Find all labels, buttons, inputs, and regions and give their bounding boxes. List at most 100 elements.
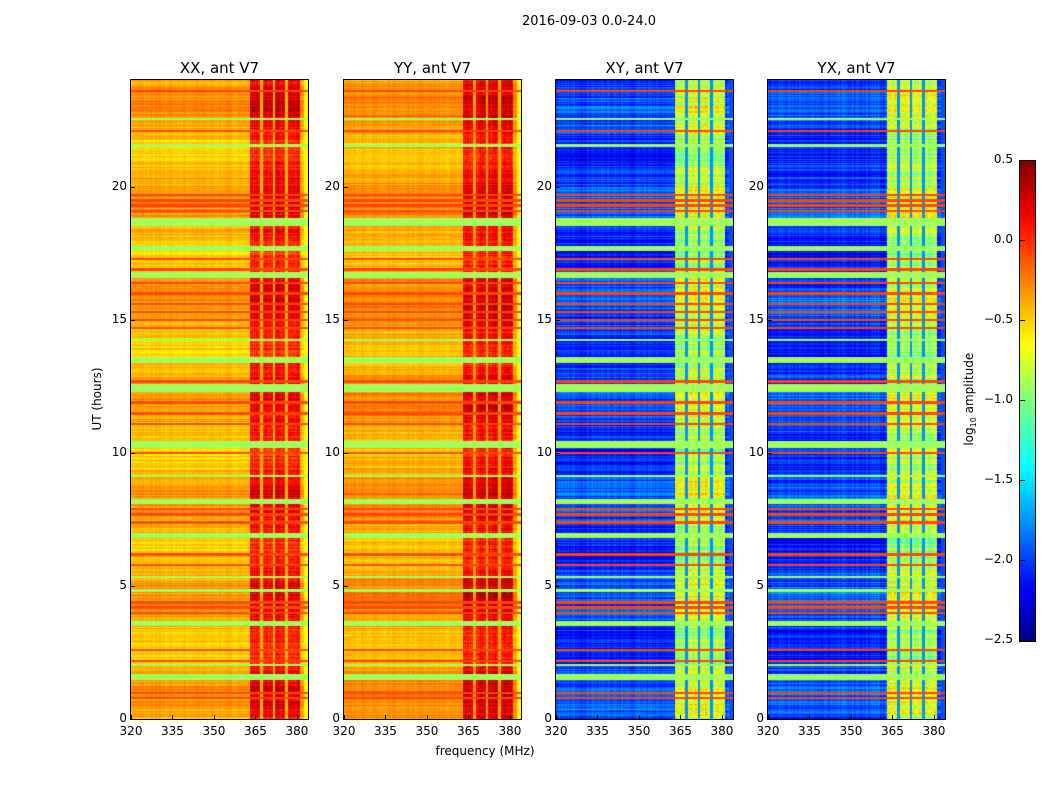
x-tick-mark (468, 715, 470, 719)
x-tick-label: 380 (710, 724, 734, 738)
y-tick-mark (131, 186, 135, 188)
figure-title: 2016-09-03 0.0-24.0 (522, 14, 656, 29)
heatmap-cells (556, 80, 733, 719)
y-tick-mark (131, 319, 135, 321)
colorbar-tick-label: −0.5 (983, 312, 1013, 326)
y-tick-label: 20 (324, 178, 340, 193)
x-tick-mark (597, 715, 599, 719)
y-tick-label: 0 (756, 711, 764, 725)
y-tick-label: 5 (332, 577, 340, 592)
x-tick-mark (556, 715, 557, 719)
y-tick-label: 10 (111, 444, 127, 459)
y-tick-mark (768, 319, 772, 321)
x-tick-label: 380 (285, 724, 309, 738)
colorbar-label-sub: 10 (969, 417, 979, 428)
y-tick-mark (344, 719, 348, 720)
y-tick-label: 10 (536, 444, 552, 459)
x-tick-label: 350 (202, 724, 226, 738)
x-tick-label: 365 (881, 724, 904, 738)
colorbar-tick-label: −2.5 (983, 632, 1013, 646)
y-tick-mark (344, 452, 348, 454)
x-tick-mark (172, 715, 174, 719)
heatmap-panel-yy (343, 79, 522, 720)
y-tick-label: 15 (748, 311, 764, 326)
x-tick-label: 320 (544, 724, 568, 738)
y-tick-label: 10 (748, 444, 764, 459)
x-tick-mark (426, 715, 428, 719)
y-tick-label: 0 (332, 711, 340, 725)
panel-title: YX, ant V7 (817, 59, 896, 77)
x-tick-label: 350 (839, 724, 863, 738)
x-tick-label: 320 (332, 724, 356, 738)
x-tick-label: 320 (756, 724, 780, 738)
x-tick-label: 350 (627, 724, 651, 738)
colorbar (1019, 160, 1036, 642)
panel-title: XY, ant V7 (605, 59, 684, 77)
heatmap-panel-xx (130, 79, 309, 720)
y-tick-label: 5 (544, 577, 552, 592)
y-tick-mark (131, 452, 135, 454)
y-tick-label: 5 (119, 577, 127, 592)
y-tick-label: 20 (748, 178, 764, 193)
y-tick-mark (556, 319, 560, 321)
colorbar-tick-mark (1020, 160, 1025, 161)
x-tick-label: 320 (119, 724, 143, 738)
panel-title: XX, ant V7 (179, 59, 260, 77)
x-tick-mark (385, 715, 387, 719)
y-axis-label: UT (hours) (90, 367, 104, 431)
y-tick-label: 15 (536, 311, 552, 326)
panel-title: YY, ant V7 (393, 59, 471, 77)
y-tick-label: 15 (111, 311, 127, 326)
y-tick-label: 0 (544, 711, 552, 725)
y-tick-label: 20 (111, 178, 127, 193)
colorbar-label-rest: amplitude (961, 352, 976, 418)
x-tick-mark (255, 715, 257, 719)
x-tick-mark (768, 715, 769, 719)
x-tick-label: 350 (415, 724, 439, 738)
y-tick-label: 20 (536, 178, 552, 193)
x-tick-label: 380 (498, 724, 522, 738)
x-tick-label: 335 (586, 724, 609, 738)
y-tick-mark (131, 585, 135, 587)
heatmap-cells (768, 80, 945, 719)
colorbar-tick-label: 0.5 (993, 152, 1013, 166)
x-tick-mark (638, 715, 640, 719)
colorbar-tick-label: −2.0 (983, 552, 1013, 566)
colorbar-tick-label: −1.0 (983, 392, 1013, 406)
x-tick-label: 380 (922, 724, 946, 738)
x-tick-mark (809, 715, 811, 719)
y-tick-label: 0 (119, 711, 127, 725)
x-tick-label: 335 (798, 724, 821, 738)
colorbar-tick-mark (1020, 640, 1025, 641)
x-tick-mark (721, 715, 723, 719)
colorbar-tick-mark (1020, 400, 1025, 401)
x-tick-mark (680, 715, 682, 719)
x-tick-mark (933, 715, 935, 719)
x-tick-mark (850, 715, 852, 719)
colorbar-tick-label: 0.0 (993, 232, 1013, 246)
y-tick-mark (344, 585, 348, 587)
x-tick-mark (213, 715, 215, 719)
y-tick-mark (556, 585, 560, 587)
colorbar-tick-mark (1020, 560, 1025, 561)
colorbar-tick-mark (1020, 320, 1025, 321)
y-tick-mark (556, 186, 560, 188)
y-tick-label: 5 (756, 577, 764, 592)
y-tick-mark (556, 452, 560, 454)
x-tick-mark (892, 715, 894, 719)
x-tick-mark (344, 715, 345, 719)
x-tick-label: 365 (244, 724, 267, 738)
x-tick-mark (131, 715, 132, 719)
y-tick-mark (344, 319, 348, 321)
x-tick-label: 335 (161, 724, 184, 738)
heatmap-panel-xy (555, 79, 734, 720)
colorbar-tick-mark (1020, 480, 1025, 481)
colorbar-label-log: log (961, 427, 976, 446)
y-tick-label: 15 (324, 311, 340, 326)
y-tick-mark (768, 186, 772, 188)
x-tick-label: 365 (457, 724, 480, 738)
x-tick-mark (509, 715, 511, 719)
heatmap-panel-yx (767, 79, 946, 720)
x-axis-label: frequency (MHz) (435, 744, 535, 758)
x-tick-mark (296, 715, 298, 719)
